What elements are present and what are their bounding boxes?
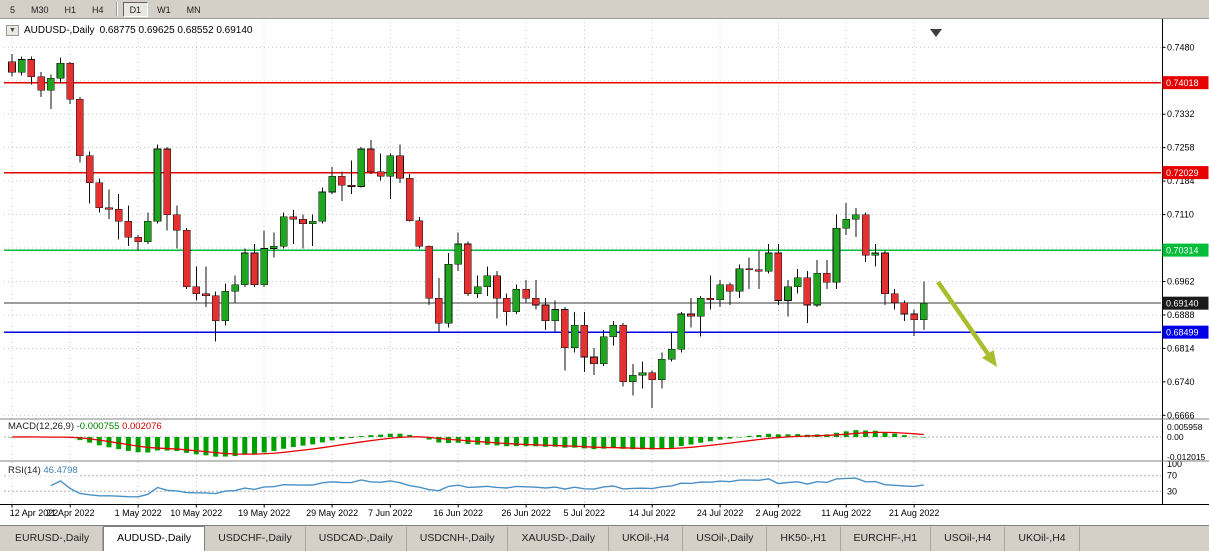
chart-tab-ukoil-h4[interactable]: UKOil-,H4 xyxy=(609,527,684,551)
hlines-layer xyxy=(4,81,1161,333)
chart-tab-usdcad-daily[interactable]: USDCAD-,Daily xyxy=(306,527,407,551)
svg-text:-0.012015: -0.012015 xyxy=(1167,452,1206,462)
svg-text:10 May 2022: 10 May 2022 xyxy=(170,508,222,518)
chart-objects-layer[interactable] xyxy=(930,29,997,367)
svg-text:0.7110: 0.7110 xyxy=(1167,210,1194,220)
macd-indicator-label: MACD(12,26,9) -0.000755 0.002076 xyxy=(8,421,162,432)
chart-tab-xauusd-daily[interactable]: XAUUSD-,Daily xyxy=(508,527,609,551)
trend-arrow-head-icon xyxy=(982,349,997,367)
svg-text:14 Jul 2022: 14 Jul 2022 xyxy=(629,508,676,518)
timeframe-button-5[interactable]: 5 xyxy=(3,1,23,17)
svg-text:0.6888: 0.6888 xyxy=(1167,310,1195,320)
svg-text:12 Apr 2022: 12 Apr 2022 xyxy=(10,508,59,518)
svg-text:0.6962: 0.6962 xyxy=(1167,276,1195,286)
svg-text:19 May 2022: 19 May 2022 xyxy=(238,508,290,518)
timeframe-button-m30[interactable]: M30 xyxy=(24,1,56,17)
svg-text:0.70314: 0.70314 xyxy=(1166,246,1199,256)
svg-text:5 Jul 2022: 5 Jul 2022 xyxy=(564,508,606,518)
svg-text:29 May 2022: 29 May 2022 xyxy=(306,508,358,518)
chart-ohlc-values: 0.68775 0.69625 0.68552 0.69140 xyxy=(99,25,253,36)
svg-text:1 May 2022: 1 May 2022 xyxy=(115,508,162,518)
svg-text:100: 100 xyxy=(1167,459,1182,469)
chart-canvas[interactable]: 0.74800.74060.73320.72580.71840.71100.70… xyxy=(0,19,1209,525)
svg-text:26 Jun 2022: 26 Jun 2022 xyxy=(501,508,551,518)
chart-tab-audusd-daily[interactable]: AUDUSD-,Daily xyxy=(103,526,206,551)
svg-text:21 Aug 2022: 21 Aug 2022 xyxy=(889,508,940,518)
chart-tab-usoil-daily[interactable]: USOil-,Daily xyxy=(683,527,768,551)
toolbar-separator xyxy=(115,2,118,16)
chart-title: ▼ AUDUSD-,Daily 0.68775 0.69625 0.68552 … xyxy=(6,25,253,36)
chart-tabs-bar: EURUSD-,Daily AUDUSD-,Daily USDCHF-,Daily U… xyxy=(0,525,1209,551)
macd-signal-value: 0.002076 xyxy=(122,421,162,432)
symbol-dropdown-icon[interactable]: ▼ xyxy=(6,25,19,36)
svg-text:21 Apr 2022: 21 Apr 2022 xyxy=(46,508,95,518)
svg-text:24 Jul 2022: 24 Jul 2022 xyxy=(697,508,744,518)
trend-arrow-line[interactable] xyxy=(936,280,990,356)
chart-tab-usdchf-daily[interactable]: USDCHF-,Daily xyxy=(205,527,306,551)
chart-tab-eurchf-h1[interactable]: EURCHF-,H1 xyxy=(841,527,932,551)
rsi-value: 46.4798 xyxy=(43,465,78,476)
timeframe-button-h1[interactable]: H1 xyxy=(57,1,84,17)
svg-text:7 Jun 2022: 7 Jun 2022 xyxy=(368,508,413,518)
grid-layer xyxy=(4,22,1161,505)
svg-text:0.74018: 0.74018 xyxy=(1166,78,1199,88)
chart-tab-hk50-h1[interactable]: HK50-,H1 xyxy=(767,527,841,551)
timeframe-toolbar: 5 M30 H1 H4 D1 W1 MN xyxy=(0,0,1209,19)
chart-tab-eurusd-daily[interactable]: EURUSD-,Daily xyxy=(2,527,104,551)
svg-text:0.7258: 0.7258 xyxy=(1167,143,1195,153)
chart-tab-usdcnh-daily[interactable]: USDCNH-,Daily xyxy=(407,527,509,551)
svg-text:0.6740: 0.6740 xyxy=(1167,377,1195,387)
timeframe-button-h4[interactable]: H4 xyxy=(85,1,111,17)
svg-text:11 Aug 2022: 11 Aug 2022 xyxy=(821,508,871,518)
rsi-name: RSI(14) xyxy=(8,465,41,476)
chart-shift-marker-icon xyxy=(930,29,942,37)
timeframe-button-d1[interactable]: D1 xyxy=(122,1,149,17)
svg-text:30: 30 xyxy=(1167,486,1177,496)
indicator-rsi-layer xyxy=(4,475,1161,498)
chart-tab-ukoil-h4[interactable]: UKOil-,H4 xyxy=(1005,527,1080,551)
chart-symbol-label: AUDUSD-,Daily xyxy=(24,25,95,36)
chart-svg: 0.74800.74060.73320.72580.71840.71100.70… xyxy=(0,19,1209,519)
macd-name: MACD(12,26,9) xyxy=(8,421,74,432)
indicator-macd-layer xyxy=(4,430,1161,457)
rsi-indicator-label: RSI(14) 46.4798 xyxy=(8,465,78,476)
svg-text:0.68499: 0.68499 xyxy=(1166,328,1199,338)
price-axis[interactable]: 0.74800.74060.73320.72580.71840.71100.70… xyxy=(1162,19,1209,505)
svg-text:0.72029: 0.72029 xyxy=(1166,168,1199,178)
macd-main-value: -0.000755 xyxy=(76,421,120,432)
svg-text:2 Aug 2022: 2 Aug 2022 xyxy=(756,508,802,518)
svg-text:0.00: 0.00 xyxy=(1167,432,1184,442)
timeframe-button-w1[interactable]: W1 xyxy=(150,1,178,17)
svg-text:16 Jun 2022: 16 Jun 2022 xyxy=(433,508,483,518)
svg-text:0.7184: 0.7184 xyxy=(1167,176,1195,186)
chart-tab-usoil-h4[interactable]: USOil-,H4 xyxy=(931,527,1006,551)
svg-text:0.69140: 0.69140 xyxy=(1166,299,1199,309)
candles-layer xyxy=(8,54,928,409)
svg-text:0.7480: 0.7480 xyxy=(1167,42,1195,52)
svg-text:70: 70 xyxy=(1167,471,1177,481)
timeframe-button-mn[interactable]: MN xyxy=(179,1,208,17)
svg-text:0.7332: 0.7332 xyxy=(1167,109,1195,119)
svg-text:0.005958: 0.005958 xyxy=(1167,422,1203,432)
svg-text:0.6814: 0.6814 xyxy=(1167,343,1195,353)
svg-text:0.6666: 0.6666 xyxy=(1167,410,1195,420)
